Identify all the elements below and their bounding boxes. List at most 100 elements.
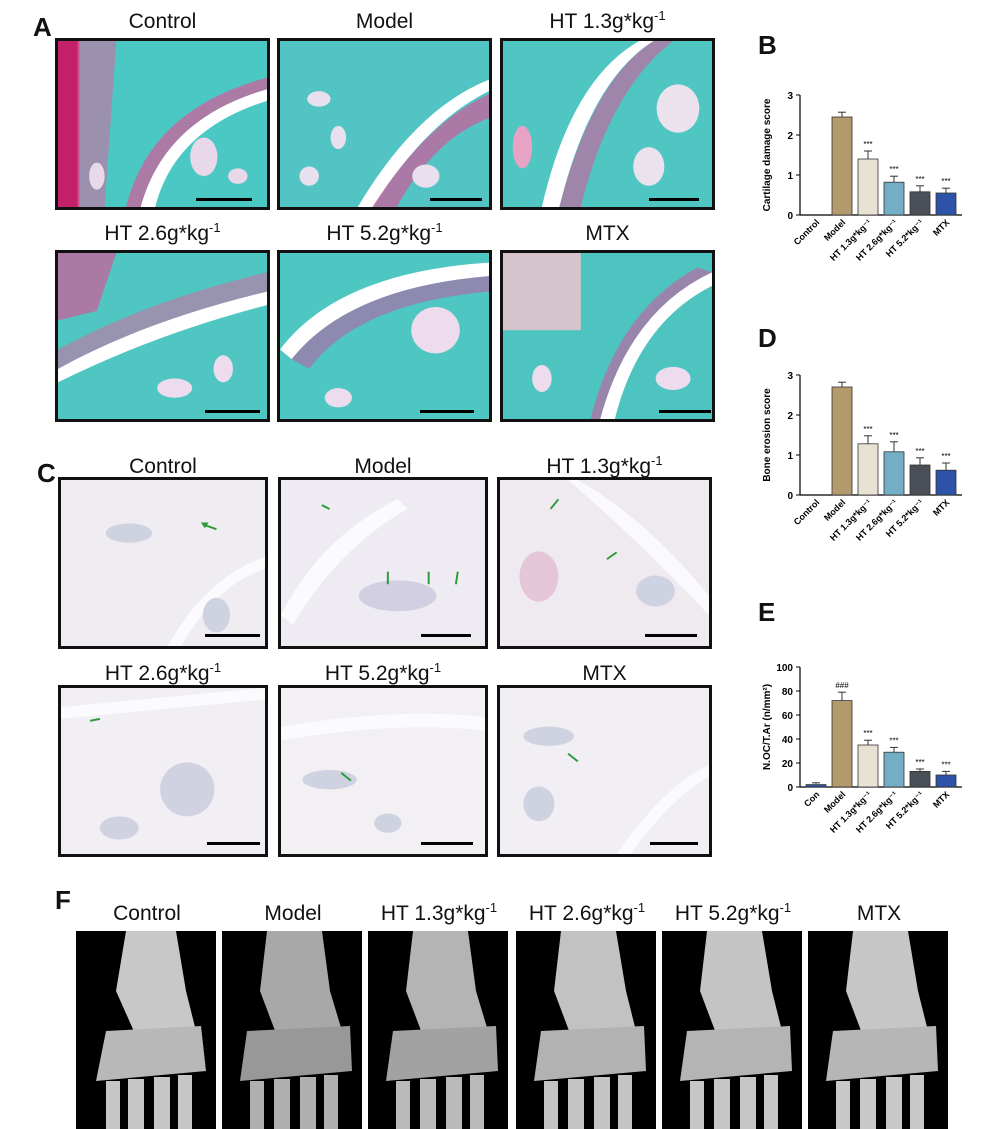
significance-label: *** <box>863 140 872 149</box>
c-title-model: Model <box>354 455 412 478</box>
y-axis-label: Cartilage damage score <box>762 98 773 211</box>
y-tick-label: 0 <box>787 491 793 502</box>
y-tick-label: 80 <box>782 687 794 698</box>
significance-label: *** <box>941 452 950 461</box>
scale-bar <box>207 842 260 845</box>
significance-label: *** <box>915 447 924 456</box>
scale-bar <box>650 842 698 845</box>
f-title-control: Control <box>113 902 181 925</box>
significance-label: *** <box>863 729 872 738</box>
scale-bar <box>196 198 252 201</box>
panel-label-a: A <box>33 12 52 42</box>
f-title-ht52: HT 5.2g*kg-1 <box>674 900 792 925</box>
category-label: Control <box>792 217 822 247</box>
a-title-model: Model <box>355 10 414 33</box>
a-title-ht13: HT 1.3g*kg-1 <box>549 8 666 33</box>
c-title-ht52: HT 5.2g*kg-1 <box>324 660 442 685</box>
bar <box>909 191 931 216</box>
trap-image-ht52 <box>278 685 488 857</box>
y-axis-label: N.OC/T.Ar (n/mm²) <box>762 684 773 770</box>
a-title-mtx: MTX <box>585 222 630 245</box>
c-title-ht26: HT 2.6g*kg-1 <box>104 660 222 685</box>
significance-label: ### <box>835 681 849 690</box>
trap-image-control <box>58 477 268 649</box>
bar <box>935 469 957 496</box>
y-tick-label: 1 <box>787 451 793 462</box>
safranin-image-model <box>277 38 492 210</box>
a-title-ht26: HT 2.6g*kg-1 <box>104 220 221 245</box>
scale-bar <box>430 198 482 201</box>
scale-bar <box>649 198 699 201</box>
safranin-image-ht52 <box>277 250 492 422</box>
category-label: MTX <box>931 789 952 810</box>
bar <box>857 443 879 496</box>
bar <box>857 744 879 788</box>
microct-image-control <box>76 931 216 1129</box>
significance-label: *** <box>889 165 898 174</box>
category-label: MTX <box>931 497 952 518</box>
c-title-control: Control <box>129 455 197 478</box>
bar <box>909 770 931 788</box>
scale-bar <box>421 634 471 637</box>
safranin-image-control <box>55 38 270 210</box>
f-title-mtx: MTX <box>856 902 902 925</box>
bar <box>831 700 853 788</box>
y-tick-label: 100 <box>776 663 793 674</box>
bar <box>831 116 853 216</box>
trap-image-ht26 <box>58 685 268 857</box>
significance-label: *** <box>941 760 950 769</box>
bar <box>805 784 827 788</box>
bar <box>935 192 957 216</box>
safranin-image-ht26 <box>55 250 270 422</box>
y-tick-label: 3 <box>787 91 793 102</box>
y-tick-label: 0 <box>787 783 793 794</box>
bar <box>883 181 905 216</box>
microct-image-ht13 <box>368 931 508 1129</box>
significance-label: *** <box>915 175 924 184</box>
trap-image-ht13 <box>497 477 712 649</box>
category-label: MTX <box>931 217 952 238</box>
safranin-image-ht13 <box>500 38 715 210</box>
category-label: Control <box>792 497 822 527</box>
a-title-control: Control <box>128 10 197 33</box>
microct-image-model <box>222 931 362 1129</box>
trap-image-mtx <box>497 685 712 857</box>
y-tick-label: 0 <box>787 211 793 222</box>
significance-label: *** <box>941 177 950 186</box>
f-title-ht13: HT 1.3g*kg-1 <box>380 900 498 925</box>
microct-image-ht26 <box>516 931 656 1129</box>
y-tick-label: 40 <box>782 735 794 746</box>
scale-bar <box>420 410 474 413</box>
bar <box>857 158 879 216</box>
bar <box>883 751 905 788</box>
significance-label: *** <box>889 431 898 440</box>
microct-image-ht52 <box>662 931 802 1129</box>
safranin-image-mtx <box>500 250 715 422</box>
panel-label-b: B <box>758 30 777 60</box>
f-title-ht26: HT 2.6g*kg-1 <box>528 900 646 925</box>
category-label: Con <box>802 789 821 808</box>
panel-label-f: F <box>55 885 71 915</box>
panel-label-e: E <box>758 597 776 627</box>
scale-bar <box>205 410 260 413</box>
c-title-mtx: MTX <box>582 662 627 685</box>
y-axis-label: Bone erosion score <box>762 388 773 482</box>
y-tick-label: 1 <box>787 171 793 182</box>
y-tick-label: 60 <box>782 711 794 722</box>
scale-bar <box>421 842 473 845</box>
y-tick-label: 2 <box>787 411 793 422</box>
y-tick-label: 20 <box>782 759 794 770</box>
scale-bar <box>645 634 697 637</box>
panel-label-d: D <box>758 323 777 353</box>
trap-image-model <box>278 477 488 649</box>
bar <box>883 451 905 496</box>
f-title-model: Model <box>264 902 322 925</box>
scale-bar <box>205 634 260 637</box>
a-title-ht52: HT 5.2g*kg-1 <box>326 220 443 245</box>
significance-label: *** <box>889 736 898 745</box>
bar <box>935 774 957 788</box>
significance-label: *** <box>863 425 872 434</box>
